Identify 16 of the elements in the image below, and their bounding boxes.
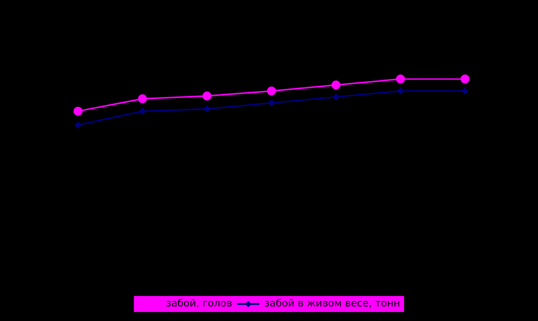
point: [462, 87, 468, 94]
point: [204, 105, 210, 112]
point: [138, 94, 147, 104]
legend-label: забой в живом весе, тонн: [264, 298, 400, 310]
point: [460, 74, 470, 84]
point: [397, 87, 404, 94]
point: [202, 92, 212, 101]
point: [268, 99, 275, 106]
point: [332, 80, 340, 90]
point: [332, 93, 340, 100]
point: [139, 108, 146, 115]
point: [74, 106, 82, 116]
point: [396, 74, 405, 84]
point: [267, 86, 276, 96]
point: [74, 122, 82, 128]
text: забой, голов: [166, 298, 232, 310]
